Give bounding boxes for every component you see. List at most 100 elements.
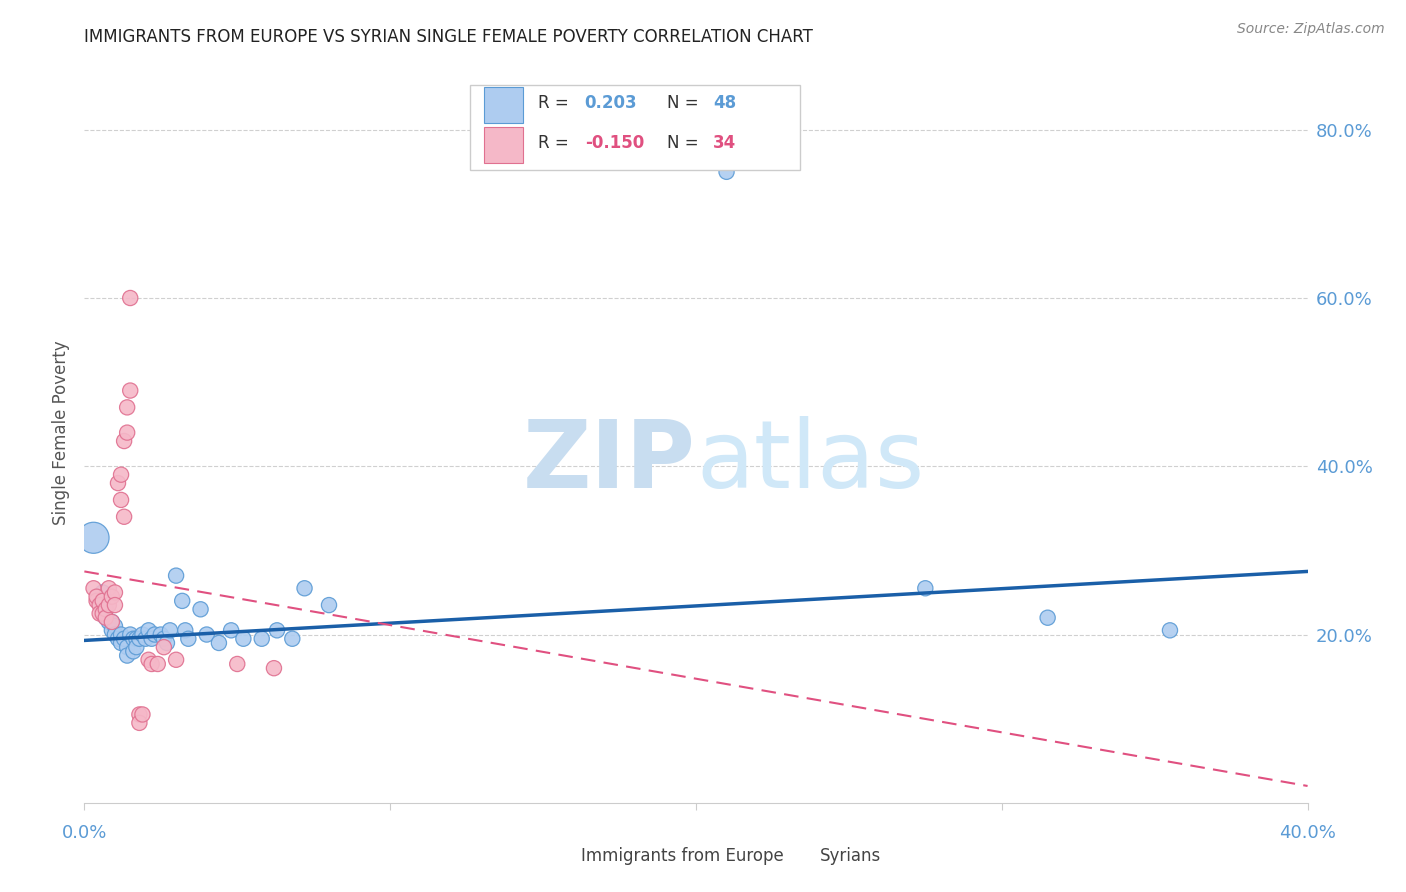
Point (91, 585, 114, 599)
Point (94, 602, 117, 616)
Point (174, 624, 197, 638)
Point (115, 640, 138, 655)
Point (172, 594, 194, 608)
Point (89, 598, 111, 612)
Text: 0.203: 0.203 (585, 94, 637, 112)
Text: Syrians: Syrians (820, 847, 880, 865)
FancyBboxPatch shape (470, 85, 800, 169)
Point (97, 598, 120, 612)
Text: Source: ZipAtlas.com: Source: ZipAtlas.com (1237, 22, 1385, 37)
Point (135, 632, 157, 646)
Point (104, 619, 127, 633)
Point (112, 434, 135, 448)
Point (716, 165, 738, 179)
Point (131, 707, 153, 722)
Point (97, 615, 120, 629)
Point (101, 615, 124, 629)
Point (208, 636, 231, 650)
Point (141, 632, 163, 646)
Point (86, 590, 108, 604)
Text: R =: R = (538, 134, 574, 152)
Point (112, 509, 135, 524)
Text: 48: 48 (713, 94, 737, 112)
Point (91, 607, 114, 621)
Text: 34: 34 (713, 134, 737, 152)
Point (318, 598, 340, 612)
Point (83, 581, 105, 595)
Point (153, 632, 176, 646)
Point (110, 492, 132, 507)
Point (110, 627, 132, 641)
Point (107, 632, 129, 646)
Text: IMMIGRANTS FROM EUROPE VS SYRIAN SINGLE FEMALE POVERTY CORRELATION CHART: IMMIGRANTS FROM EUROPE VS SYRIAN SINGLE … (84, 28, 813, 45)
Text: atlas: atlas (696, 417, 924, 508)
Point (104, 585, 127, 599)
Point (131, 627, 153, 641)
Point (914, 581, 936, 595)
Text: -0.150: -0.150 (585, 134, 644, 152)
Point (219, 624, 242, 638)
Point (1036, 610, 1059, 624)
Point (159, 624, 181, 638)
Point (104, 627, 127, 641)
Point (115, 648, 138, 663)
Point (195, 627, 218, 641)
Point (294, 581, 316, 595)
Point (115, 425, 138, 440)
FancyBboxPatch shape (484, 128, 523, 163)
Point (91, 594, 114, 608)
Point (94, 602, 117, 616)
Point (128, 715, 150, 730)
Point (232, 632, 254, 646)
Point (110, 467, 132, 482)
Point (125, 640, 148, 655)
Point (115, 401, 138, 415)
Point (153, 640, 176, 655)
Point (149, 627, 172, 641)
Point (122, 644, 145, 658)
Point (266, 624, 288, 638)
Point (156, 636, 179, 650)
Text: 40.0%: 40.0% (1279, 824, 1336, 842)
Point (101, 615, 124, 629)
Point (226, 657, 249, 671)
Point (120, 627, 142, 641)
Point (263, 661, 285, 675)
Point (86, 594, 108, 608)
Point (120, 384, 142, 398)
Point (125, 632, 148, 646)
Text: Immigrants from Europe: Immigrants from Europe (581, 847, 783, 865)
Point (89, 607, 111, 621)
FancyBboxPatch shape (484, 87, 523, 123)
Point (146, 657, 169, 671)
Point (128, 632, 150, 646)
Point (101, 590, 124, 604)
Point (94, 610, 117, 624)
Text: R =: R = (538, 94, 574, 112)
Point (104, 598, 127, 612)
Point (190, 602, 212, 616)
Point (1159, 624, 1181, 638)
FancyBboxPatch shape (524, 844, 571, 868)
Point (120, 291, 142, 305)
Point (138, 653, 160, 667)
Text: N =: N = (666, 94, 703, 112)
Point (110, 636, 132, 650)
Point (143, 627, 166, 641)
Point (122, 632, 145, 646)
Point (281, 632, 304, 646)
Point (250, 632, 273, 646)
Point (141, 657, 163, 671)
Point (97, 581, 120, 595)
Point (83, 531, 105, 545)
Point (165, 568, 187, 582)
Point (138, 624, 160, 638)
Y-axis label: Single Female Poverty: Single Female Poverty (52, 341, 70, 524)
Point (128, 707, 150, 722)
Point (94, 610, 117, 624)
FancyBboxPatch shape (763, 844, 810, 868)
Point (112, 632, 135, 646)
Point (165, 653, 187, 667)
Point (101, 624, 124, 638)
Point (107, 476, 129, 491)
